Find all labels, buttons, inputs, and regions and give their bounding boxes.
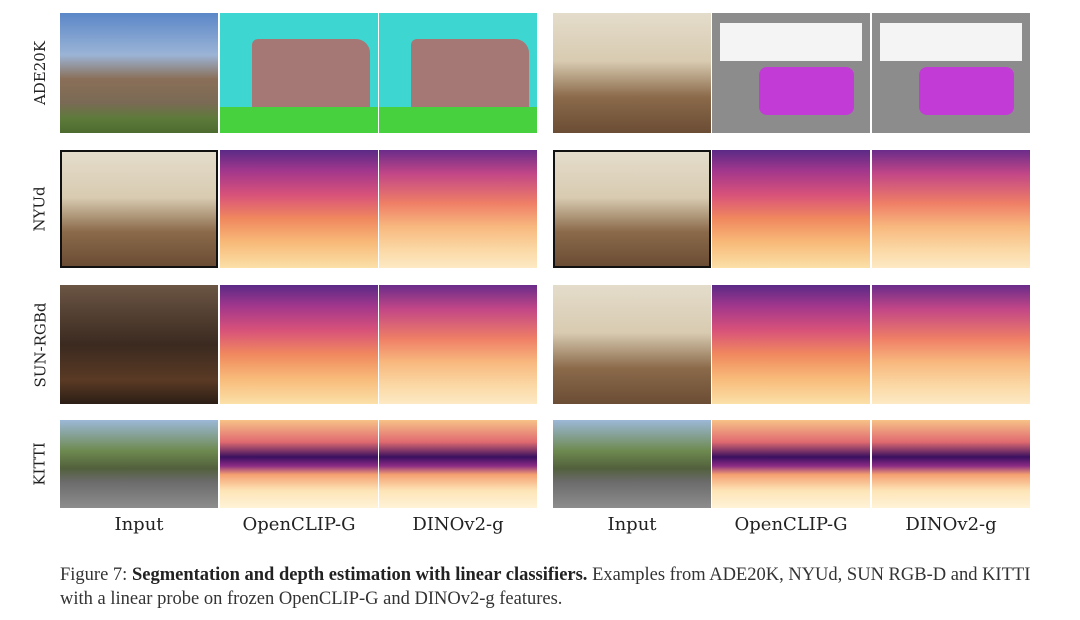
dinov2-segmentation — [379, 13, 537, 133]
input-image — [60, 285, 218, 404]
dinov2-segmentation — [872, 13, 1030, 133]
row-label: KITTI — [24, 420, 56, 508]
input-image — [60, 150, 218, 268]
input-image — [60, 13, 218, 133]
row-label-text: SUN-RGBd — [31, 301, 50, 388]
row-label: SUN-RGBd — [24, 285, 56, 404]
dinov2-depth-map — [872, 150, 1030, 268]
caption-prefix: Figure 7: — [60, 565, 132, 585]
openclip-depth-map — [220, 285, 378, 404]
column-label: OpenCLIP-G — [734, 514, 848, 535]
column-label: DINOv2-g — [412, 514, 504, 535]
caption-bold: Segmentation and depth estimation with l… — [131, 565, 588, 585]
input-image — [553, 420, 711, 508]
row-label: ADE20K — [24, 13, 56, 133]
dinov2-depth-map — [379, 420, 537, 508]
openclip-segmentation — [712, 13, 870, 133]
column-label: DINOv2-g — [905, 514, 997, 535]
row-label-text: KITTI — [31, 442, 50, 486]
column-label: Input — [114, 514, 164, 535]
input-image — [553, 13, 711, 133]
column-label: OpenCLIP-G — [242, 514, 356, 535]
dinov2-depth-map — [872, 285, 1030, 404]
column-label: Input — [607, 514, 657, 535]
openclip-depth-map — [220, 150, 378, 268]
openclip-segmentation — [220, 13, 378, 133]
row-label-text: NYUd — [31, 186, 49, 232]
openclip-depth-map — [712, 150, 870, 268]
openclip-depth-map — [712, 285, 870, 404]
input-image — [60, 420, 218, 508]
row-label: NYUd — [24, 150, 56, 268]
openclip-depth-map — [712, 420, 870, 508]
row-label-text: ADE20K — [31, 40, 50, 106]
openclip-depth-map — [220, 420, 378, 508]
dinov2-depth-map — [872, 420, 1030, 508]
dinov2-depth-map — [379, 150, 537, 268]
dinov2-depth-map — [379, 285, 537, 404]
input-image — [553, 150, 711, 268]
caption-text: Examples from ADE20K, NYUd, SUN RGB-D an… — [60, 565, 1031, 609]
figure-caption: Figure 7: Segmentation and depth estimat… — [60, 563, 1040, 611]
input-image — [553, 285, 711, 404]
